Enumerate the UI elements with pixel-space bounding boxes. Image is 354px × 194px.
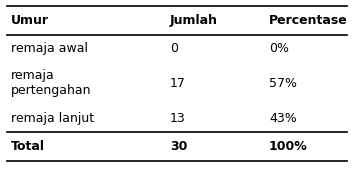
- Text: 57%: 57%: [269, 77, 297, 90]
- Text: remaja
pertengahan: remaja pertengahan: [11, 69, 91, 97]
- Text: Jumlah: Jumlah: [170, 14, 218, 27]
- Text: 17: 17: [170, 77, 186, 90]
- Text: Total: Total: [11, 140, 45, 153]
- Text: 30: 30: [170, 140, 187, 153]
- Text: Percentase: Percentase: [269, 14, 348, 27]
- Text: Umur: Umur: [11, 14, 48, 27]
- Text: 0: 0: [170, 42, 178, 55]
- Text: 13: 13: [170, 112, 185, 125]
- Text: remaja awal: remaja awal: [11, 42, 88, 55]
- Text: 0%: 0%: [269, 42, 289, 55]
- Text: 43%: 43%: [269, 112, 297, 125]
- Text: remaja lanjut: remaja lanjut: [11, 112, 94, 125]
- Text: 100%: 100%: [269, 140, 308, 153]
